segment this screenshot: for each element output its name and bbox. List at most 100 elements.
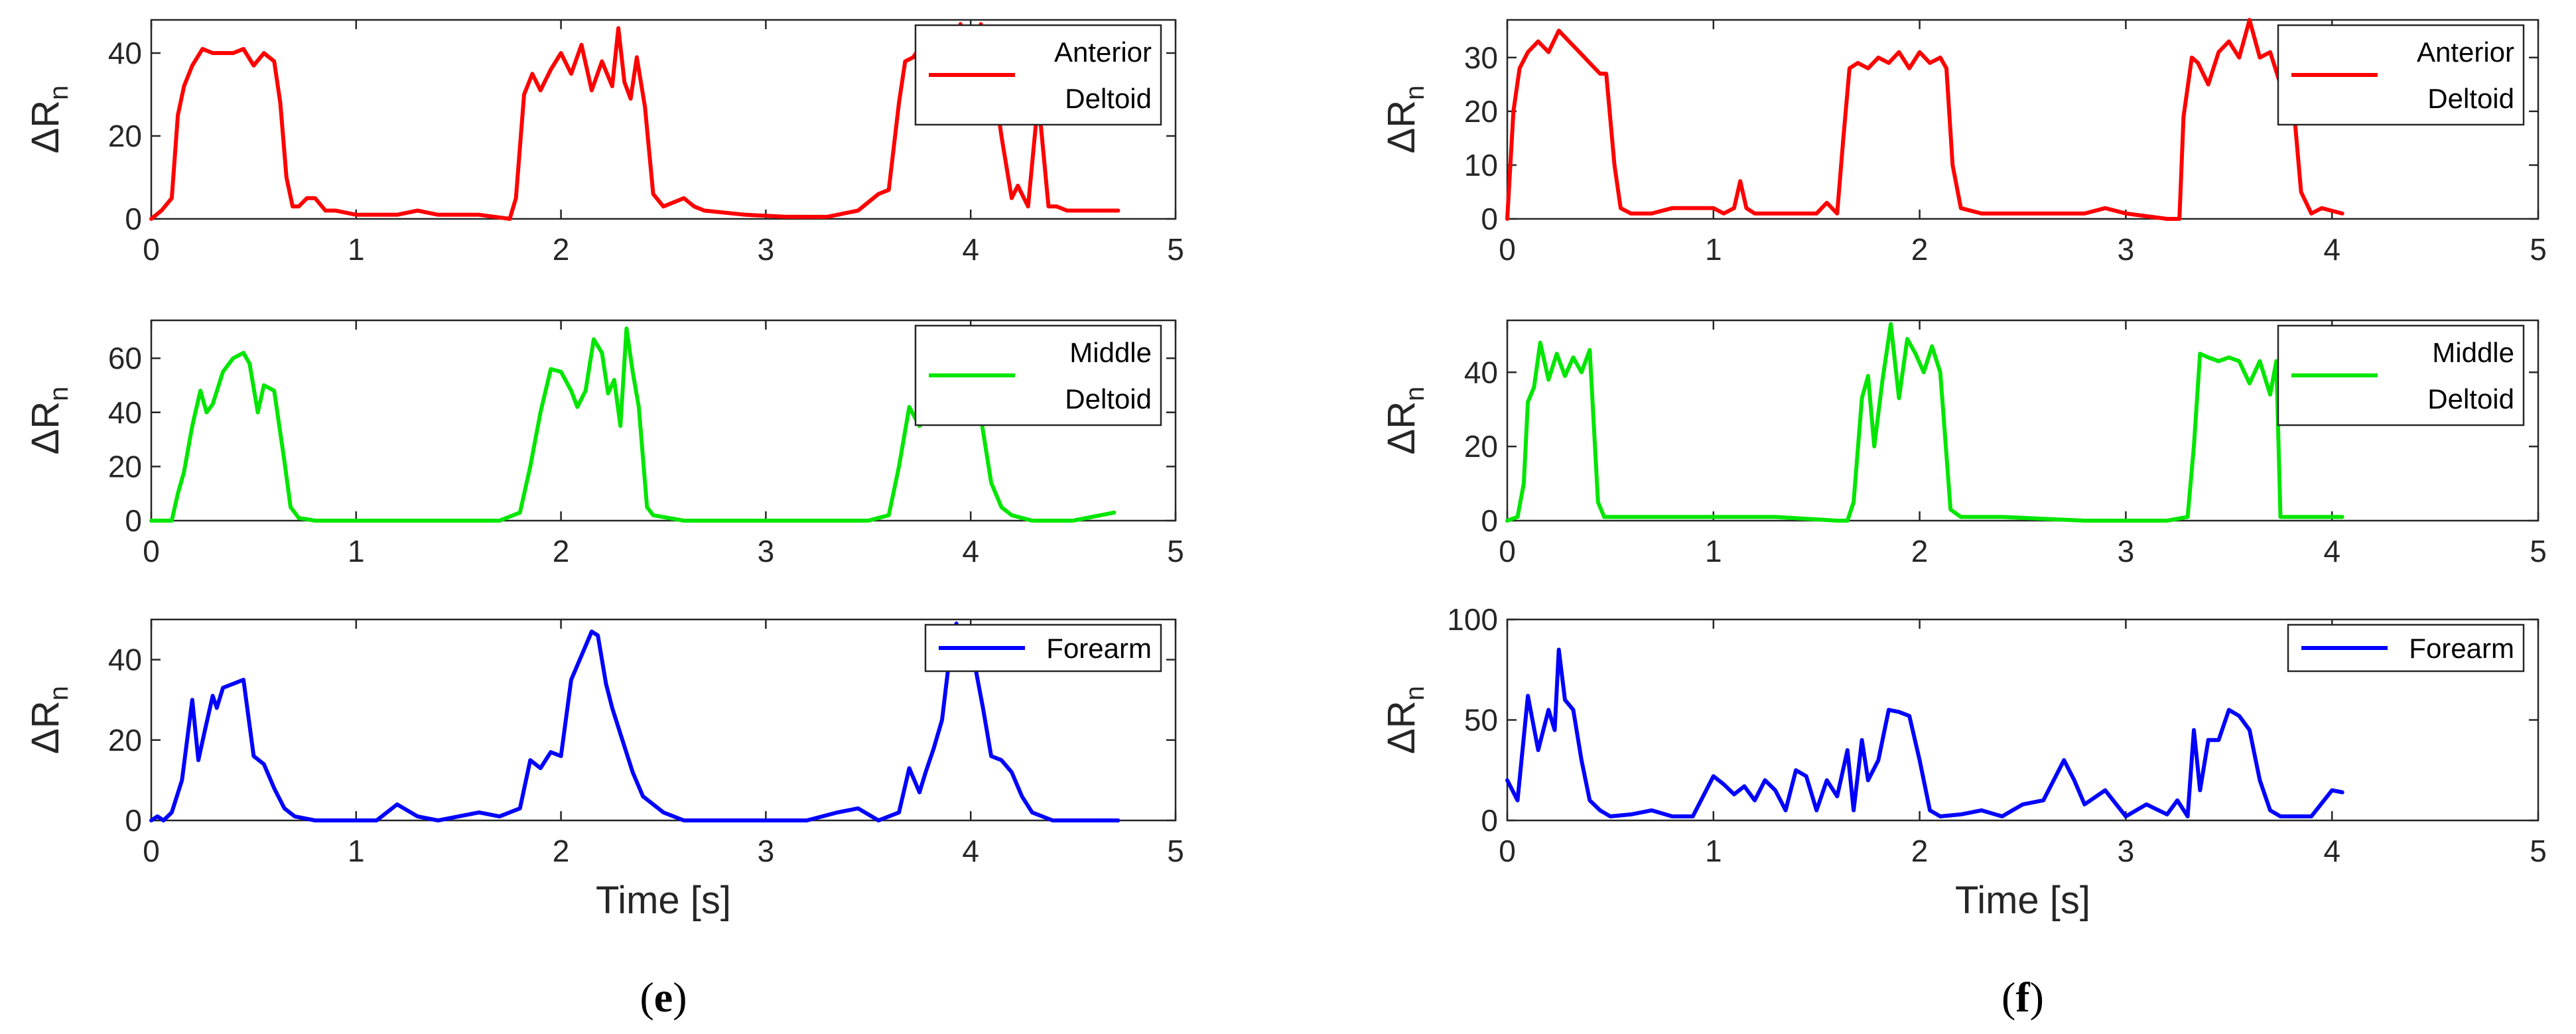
x-tick-label: 2 [553,834,570,868]
panel-f-row1: 0 1 2 3 4 5 0 10 20 30 ΔRn Anterior Deltoid [1380,18,2547,267]
x-tick-label: 4 [962,534,979,568]
y-tick-label: 40 [108,643,142,677]
y-tick-label: 100 [1447,602,1498,637]
x-tick-label: 3 [758,834,775,868]
y-tick-label: 30 [1464,40,1498,75]
x-tick-label: 4 [962,232,979,267]
panel-f-row2: 0 1 2 3 4 5 0 20 40 ΔRn Middle Deltoid [1380,319,2547,568]
series-line [1505,647,2344,818]
x-tick-label: 5 [2530,232,2547,267]
y-axis-label-subscript: n [1400,387,1430,401]
x-tick-label: 5 [2530,534,2547,568]
panel-e-row3: 0 1 2 3 4 5 0 20 40 ΔRn Time [s] Forearm [24,618,1184,922]
x-tick-label: 2 [553,534,570,568]
y-tick-label: 50 [1464,703,1498,738]
legend: Anterior Deltoid [2277,24,2525,126]
x-tick-label: 3 [2118,232,2135,267]
x-tick-label: 3 [2118,834,2135,868]
legend-label-line2: Deltoid [2427,83,2514,114]
y-axis-label-main: ΔR [1380,100,1423,154]
x-tick-label: 3 [758,232,775,267]
x-axis-label: Time [s] [1955,879,2090,922]
series-line [1505,322,2344,523]
panel-caption-f: (f) [2001,974,2044,1021]
legend-label-line2: Deltoid [1065,383,1152,415]
x-tick-label: 1 [1705,534,1722,568]
y-axis-label-subscript: n [44,86,74,100]
y-tick-label: 0 [125,202,142,236]
legend: Forearm [924,623,1162,673]
y-tick-label: 60 [108,341,142,375]
legend-label-line1: Anterior [2417,36,2514,68]
y-axis-label: ΔRn [1380,86,1430,154]
y-tick-label: 40 [108,36,142,70]
x-tick-label: 2 [1911,534,1929,568]
legend: Forearm [2287,623,2525,673]
y-tick-label: 40 [108,395,142,430]
legend-label-line1: Middle [2432,337,2514,368]
x-tick-label: 5 [1167,834,1184,868]
y-tick-label: 0 [1481,202,1498,236]
caption-open-paren: ( [2001,974,2015,1021]
x-tick-label: 0 [143,834,160,868]
caption-close-paren: ) [2030,974,2044,1021]
x-tick-label: 0 [1499,232,1516,267]
y-tick-label: 20 [1464,429,1498,464]
x-tick-label: 3 [2118,534,2135,568]
y-axis-label: ΔRn [1380,387,1430,455]
y-tick-label: 20 [1464,94,1498,129]
y-tick-label: 20 [108,723,142,757]
y-axis-label-subscript: n [1400,86,1430,100]
x-tick-label: 2 [1911,834,1929,868]
x-tick-label: 5 [1167,232,1184,267]
legend-label-line2: Deltoid [1065,83,1152,114]
y-axis-label: ΔRn [24,686,74,754]
y-axis-label-main: ΔR [24,100,67,154]
x-tick-label: 2 [553,232,570,267]
legend-label: Forearm [2409,633,2514,664]
caption-letter: f [2015,974,2030,1021]
legend: Anterior Deltoid [914,24,1162,126]
legend-label-line1: Middle [1069,337,1152,368]
y-axis-label-subscript: n [44,686,74,700]
x-tick-label: 4 [2323,834,2340,868]
x-axis-label: Time [s] [596,879,731,922]
x-tick-label: 1 [348,834,365,868]
panel-e-row1: 0 1 2 3 4 5 0 20 40 ΔRn Anterior Deltoid [24,19,1184,267]
x-tick-label: 4 [2323,232,2340,267]
y-tick-label: 0 [1481,503,1498,538]
y-axis-label: ΔRn [24,387,74,455]
legend-label-line2: Deltoid [2427,383,2514,415]
x-tick-label: 0 [143,534,160,568]
y-tick-label: 40 [1464,355,1498,389]
y-axis-label-main: ΔR [1380,700,1423,754]
legend: Middle Deltoid [914,324,1162,426]
y-tick-label: 10 [1464,148,1498,182]
legend-label: Forearm [1046,633,1152,664]
x-tick-label: 2 [1911,232,1929,267]
caption-close-paren: ) [673,974,687,1021]
y-tick-label: 0 [1481,803,1498,838]
x-tick-label: 4 [2323,534,2340,568]
x-tick-label: 0 [143,232,160,267]
y-axis-label-main: ΔR [24,700,67,754]
x-tick-label: 1 [348,232,365,267]
x-tick-label: 0 [1499,834,1516,868]
x-tick-label: 0 [1499,534,1516,568]
legend-label-line1: Anterior [1054,36,1152,68]
y-tick-label: 0 [125,503,142,538]
y-axis-label: ΔRn [1380,686,1430,754]
y-axis-label-main: ΔR [24,401,67,455]
y-axis-label-subscript: n [44,387,74,401]
y-axis-label-main: ΔR [1380,401,1423,455]
x-tick-label: 1 [348,534,365,568]
series-line [1505,18,2344,221]
x-tick-label: 5 [2530,834,2547,868]
y-axis-label: ΔRn [24,86,74,154]
legend: Middle Deltoid [2277,324,2525,426]
caption-open-paren: ( [640,974,653,1021]
y-tick-label: 20 [108,449,142,484]
y-tick-label: 0 [125,803,142,838]
caption-letter: e [654,974,673,1021]
